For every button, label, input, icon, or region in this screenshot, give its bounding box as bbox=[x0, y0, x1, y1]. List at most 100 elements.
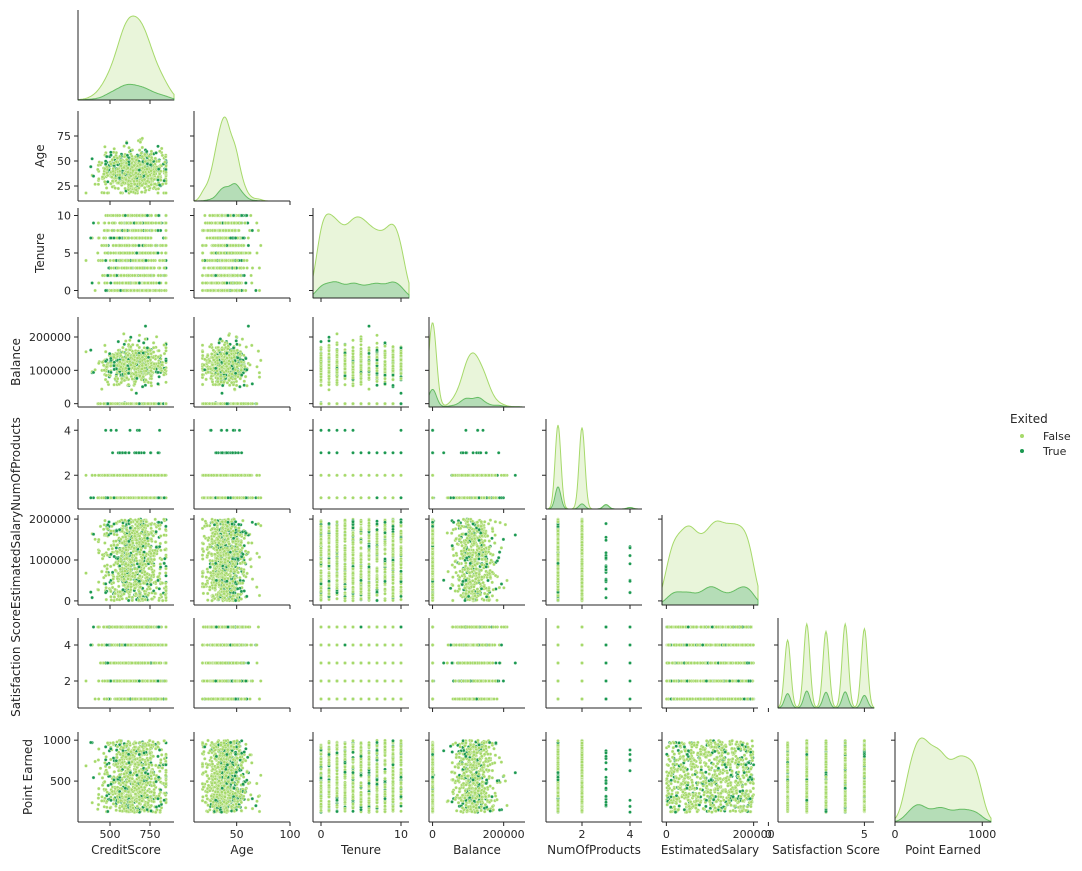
scatter-point bbox=[150, 177, 153, 180]
scatter-point bbox=[113, 147, 116, 150]
scatter-point bbox=[129, 174, 132, 177]
scatter-point bbox=[101, 274, 104, 277]
scatter-point bbox=[103, 180, 106, 183]
y-tick-label: 75 bbox=[57, 130, 71, 143]
scatter-point bbox=[153, 186, 156, 189]
kde-false-age bbox=[194, 117, 290, 201]
scatter-point bbox=[142, 171, 145, 174]
scatter-point bbox=[156, 191, 159, 194]
scatter-point bbox=[103, 167, 106, 170]
scatter-point bbox=[126, 171, 129, 174]
scatter-point bbox=[97, 281, 100, 284]
scatter-point bbox=[96, 251, 99, 254]
scatter-point bbox=[129, 190, 132, 193]
scatter-point bbox=[131, 148, 134, 151]
scatter-point bbox=[134, 171, 137, 174]
scatter-point bbox=[125, 162, 128, 165]
scatter-point bbox=[94, 183, 97, 186]
scatter-point bbox=[139, 141, 142, 144]
scatter-point bbox=[160, 147, 163, 150]
scatter-point bbox=[114, 187, 117, 190]
scatter-point bbox=[132, 180, 135, 183]
scatter-point bbox=[137, 187, 140, 190]
scatter-point bbox=[153, 170, 156, 173]
scatter-point bbox=[126, 154, 129, 157]
scatter-point bbox=[138, 149, 141, 152]
scatter-point bbox=[110, 266, 113, 269]
scatter-point bbox=[146, 175, 149, 178]
scatter-point bbox=[155, 151, 158, 154]
scatter-point bbox=[143, 186, 146, 189]
scatter-point bbox=[140, 191, 143, 194]
scatter-point bbox=[163, 161, 166, 164]
scatter-point bbox=[156, 145, 159, 148]
scatter-point bbox=[124, 178, 127, 181]
scatter-point bbox=[104, 160, 107, 163]
scatter-point bbox=[109, 151, 112, 154]
scatter-point bbox=[158, 183, 161, 186]
scatter-point bbox=[104, 163, 107, 166]
scatter-point bbox=[154, 157, 157, 160]
scatter-point bbox=[111, 158, 114, 161]
scatter-point bbox=[91, 157, 94, 160]
scatter-point bbox=[97, 177, 100, 180]
scatter-point bbox=[116, 157, 119, 160]
scatter-point bbox=[135, 159, 138, 162]
scatter-point bbox=[133, 164, 136, 167]
scatter-point bbox=[103, 145, 106, 148]
scatter-point bbox=[117, 181, 120, 184]
scatter-point bbox=[84, 191, 87, 194]
scatter-point bbox=[139, 163, 142, 166]
scatter-point bbox=[97, 221, 100, 224]
scatter-point bbox=[126, 166, 129, 169]
scatter-point bbox=[100, 161, 103, 164]
scatter-point bbox=[92, 175, 95, 178]
scatter-point bbox=[144, 182, 147, 185]
scatter-point bbox=[105, 155, 108, 158]
scatter-point bbox=[161, 154, 164, 157]
scatter-point bbox=[157, 187, 160, 190]
scatter-point bbox=[154, 214, 157, 217]
scatter-point bbox=[154, 182, 157, 185]
scatter-point bbox=[164, 155, 167, 158]
scatter-point bbox=[141, 155, 144, 158]
scatter-point bbox=[122, 181, 125, 184]
scatter-point bbox=[127, 146, 130, 149]
scatter-point bbox=[149, 169, 152, 172]
scatter-point bbox=[91, 281, 94, 284]
scatter-point bbox=[146, 162, 149, 165]
scatter-point bbox=[112, 173, 115, 176]
scatter-point bbox=[97, 183, 100, 186]
scatter-point bbox=[105, 186, 108, 189]
scatter-point bbox=[164, 164, 167, 167]
scatter-point bbox=[118, 173, 121, 176]
scatter-point bbox=[134, 175, 137, 178]
scatter-point bbox=[107, 221, 110, 224]
scatter-point bbox=[127, 183, 130, 186]
scatter-point bbox=[84, 259, 87, 262]
scatter-point bbox=[141, 137, 144, 140]
scatter-point bbox=[101, 175, 104, 178]
scatter-point bbox=[158, 172, 161, 175]
y-tick-label: 25 bbox=[57, 180, 71, 193]
scatter-point bbox=[106, 191, 109, 194]
scatter-point bbox=[143, 178, 146, 181]
scatter-point bbox=[96, 168, 99, 171]
scatter-point bbox=[149, 159, 152, 162]
scatter-point bbox=[111, 179, 114, 182]
scatter-point bbox=[157, 168, 160, 171]
scatter-point bbox=[140, 152, 143, 155]
scatter-point bbox=[106, 180, 109, 183]
scatter-point bbox=[156, 178, 159, 181]
scatter-point bbox=[131, 157, 134, 160]
scatter-point bbox=[123, 155, 126, 158]
panel-creditscore-vs-creditscore bbox=[78, 10, 174, 104]
scatter-point bbox=[163, 179, 166, 182]
scatter-point bbox=[117, 187, 120, 190]
scatter-point bbox=[112, 170, 115, 173]
scatter-point bbox=[164, 171, 167, 174]
scatter-point bbox=[123, 145, 126, 148]
scatter-point bbox=[157, 160, 160, 163]
scatter-point bbox=[106, 251, 109, 254]
